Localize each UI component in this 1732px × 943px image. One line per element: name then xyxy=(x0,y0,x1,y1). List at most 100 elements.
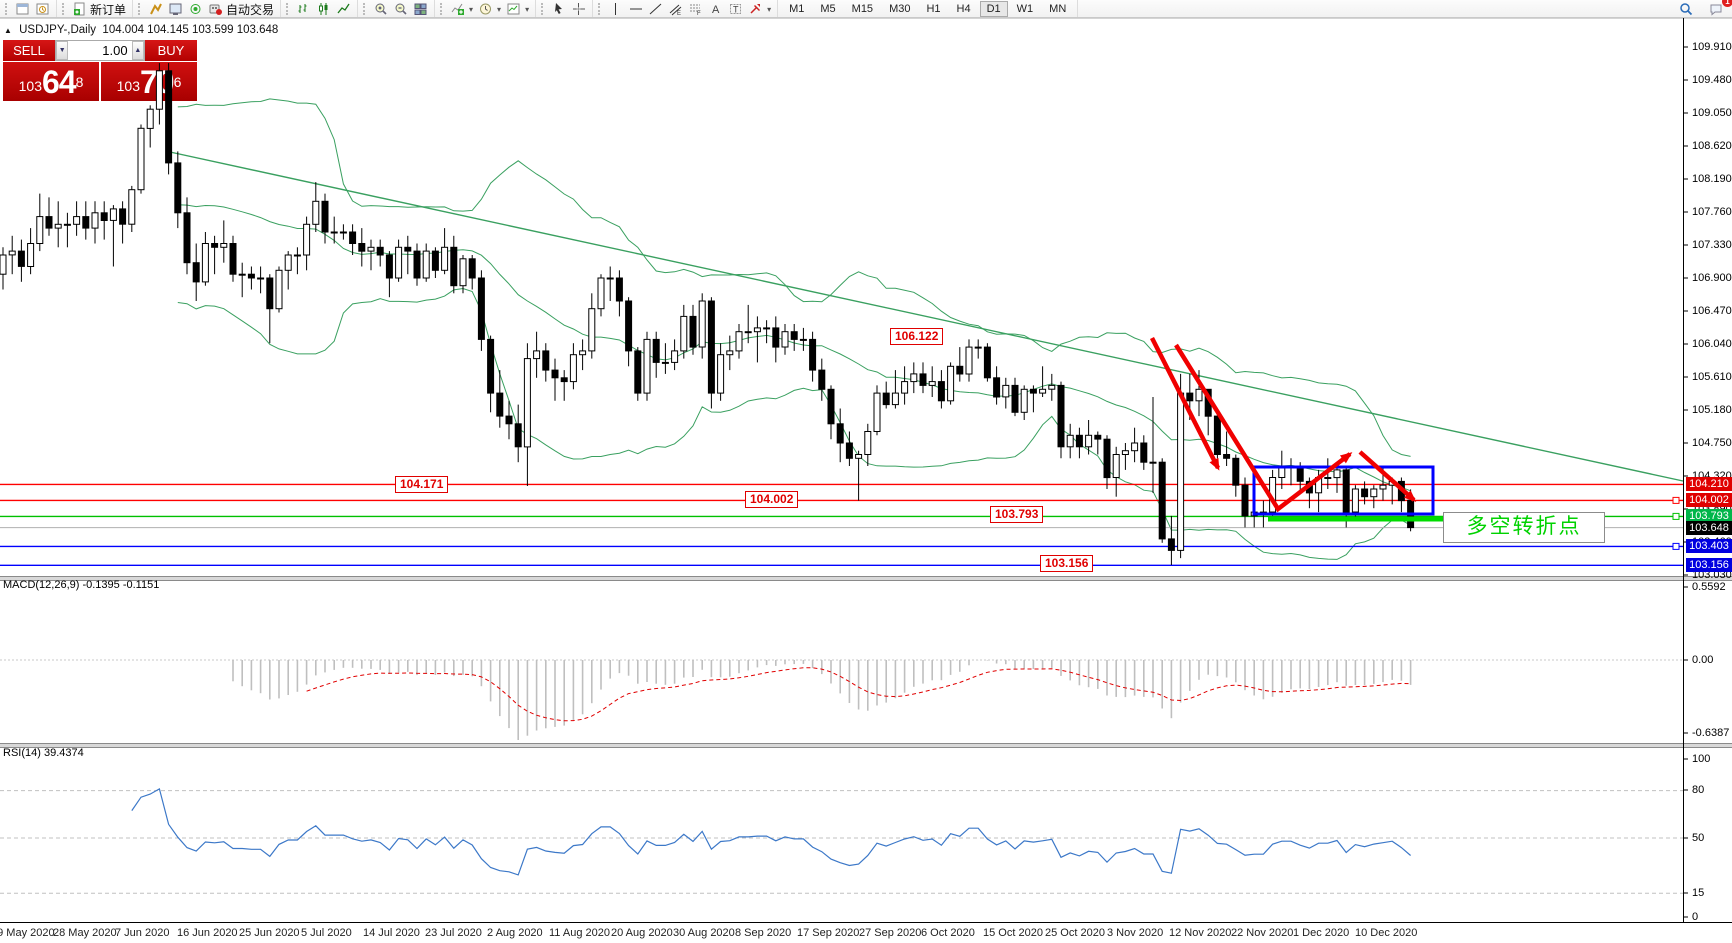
timeframe-button-m5[interactable]: M5 xyxy=(820,3,836,15)
price-note-104.171[interactable]: 104.171 xyxy=(395,476,449,493)
svg-text:E: E xyxy=(677,11,681,16)
toolbar-grip xyxy=(598,3,604,15)
toolbar-grip xyxy=(286,3,292,15)
dropdown-arrow-icon[interactable]: ▾ xyxy=(525,4,530,14)
buy-button[interactable]: BUY xyxy=(145,40,197,61)
trendline-icon[interactable] xyxy=(646,1,666,17)
timeframe-button-d1[interactable]: D1 xyxy=(979,1,1008,17)
rsi-tick-100: 100 xyxy=(1692,753,1711,765)
dropdown-arrow-icon[interactable]: ▾ xyxy=(767,4,772,14)
text-icon[interactable]: A xyxy=(706,1,726,17)
data-window-icon[interactable] xyxy=(166,1,186,17)
dropdown-arrow-icon[interactable]: ▾ xyxy=(497,4,502,14)
volume-down-button[interactable]: ▼ xyxy=(56,41,69,60)
dropdown-arrow-icon[interactable]: ▾ xyxy=(469,4,474,14)
new-order-label: 新订单 xyxy=(90,2,127,17)
timeframe-button-m1[interactable]: M1 xyxy=(789,3,805,15)
search-icon[interactable] xyxy=(1676,1,1696,17)
sell-price[interactable]: 103 64 8 xyxy=(3,62,99,101)
fibonacci-icon[interactable]: F xyxy=(686,1,706,17)
zoom-out-icon[interactable] xyxy=(391,1,411,17)
macd-tick-0.5592: 0.5592 xyxy=(1692,581,1726,593)
volume-input[interactable] xyxy=(68,41,132,60)
date-label-16: 15 Oct 2020 xyxy=(983,927,1043,939)
templates-icon[interactable]: ▾ xyxy=(504,1,532,17)
date-label-8: 2 Aug 2020 xyxy=(487,927,543,939)
timeframe-button-w1[interactable]: W1 xyxy=(1016,3,1034,15)
price-note-104.002[interactable]: 104.002 xyxy=(745,491,799,508)
toolbar-grip xyxy=(138,3,144,15)
volume-up-button[interactable]: ▲ xyxy=(131,41,145,60)
macd-tick-0.00: 0.00 xyxy=(1692,654,1714,666)
autotrading-button[interactable]: 自动交易 xyxy=(206,0,277,19)
note-annotation[interactable]: 多空转折点 xyxy=(1443,512,1605,543)
date-label-9: 11 Aug 2020 xyxy=(549,927,610,939)
trend-arrow-3[interactable] xyxy=(1358,450,1417,502)
hline-icon[interactable] xyxy=(626,1,646,17)
market-watch-icon[interactable] xyxy=(146,1,166,17)
date-label-4: 25 Jun 2020 xyxy=(239,927,300,939)
consolidation-rectangle[interactable] xyxy=(1252,465,1435,516)
line-handle[interactable] xyxy=(1672,512,1680,520)
chart-window-icon[interactable] xyxy=(13,1,33,17)
price-tick-107.760: 107.760 xyxy=(1692,206,1732,218)
rsi-pane-splitter[interactable] xyxy=(0,743,1732,748)
arrows-icon[interactable]: ▾ xyxy=(746,1,774,17)
collapse-triangle-icon[interactable]: ▲ xyxy=(4,26,12,35)
trend-arrow-2[interactable] xyxy=(1174,343,1353,513)
macd-pane-splitter[interactable] xyxy=(0,576,1732,581)
timeframe-toolbar: M1 M5 M15 M30 H1 H4 D1 W1 MN xyxy=(778,0,1079,18)
line-handle[interactable] xyxy=(1672,542,1680,550)
toolbar-grip xyxy=(62,3,68,15)
sell-button[interactable]: SELL xyxy=(3,40,55,61)
price-tick-109.050: 109.050 xyxy=(1692,107,1732,119)
trend-arrow-1[interactable] xyxy=(1149,336,1221,471)
rsi-line xyxy=(131,787,1411,876)
timeframe-button-m15[interactable]: M15 xyxy=(851,3,874,15)
profiles-icon[interactable] xyxy=(33,1,53,17)
navigator-icon[interactable] xyxy=(186,1,206,17)
indicators-icon[interactable]: ▾ xyxy=(448,1,476,17)
rsi-tick-15: 15 xyxy=(1692,887,1705,899)
date-label-19: 12 Nov 2020 xyxy=(1169,927,1232,939)
line-chart-icon[interactable] xyxy=(334,1,354,17)
descending-trendline[interactable] xyxy=(169,151,1684,482)
date-label-1: 28 May 2020 xyxy=(53,927,117,939)
date-label-22: 10 Dec 2020 xyxy=(1355,927,1418,939)
vline-icon[interactable] xyxy=(606,1,626,17)
chat-icon[interactable]: 1 xyxy=(1706,0,1732,17)
channel-icon[interactable]: E xyxy=(666,1,686,17)
svg-text:F: F xyxy=(697,11,701,16)
toolbar-grip xyxy=(541,3,547,15)
periods-icon[interactable]: ▾ xyxy=(476,1,504,17)
timeframe-button-h4[interactable]: H4 xyxy=(956,3,971,15)
cursor-icon[interactable] xyxy=(549,1,569,17)
toolbar-group-1: 新订单 xyxy=(57,0,134,19)
price-tick-107.330: 107.330 xyxy=(1692,239,1732,251)
volume-stepper: ▼ ▲ xyxy=(55,40,145,61)
tile-windows-icon[interactable] xyxy=(411,1,431,17)
zoom-in-icon[interactable] xyxy=(371,1,391,17)
price-tick-103.030: 103.030 xyxy=(1692,569,1732,581)
date-label-11: 30 Aug 2020 xyxy=(673,927,735,939)
chart-quote-line: ▲ USDJPY-,Daily 104.004 104.145 103.599 … xyxy=(4,24,278,36)
date-label-21: 1 Dec 2020 xyxy=(1293,927,1350,939)
price-note-103.793[interactable]: 103.793 xyxy=(990,506,1044,523)
timeframe-button-mn[interactable]: MN xyxy=(1049,3,1067,15)
toolbar-group-0 xyxy=(0,0,57,18)
toolbar-group-2: 自动交易 xyxy=(133,0,282,19)
price-note-103.156[interactable]: 103.156 xyxy=(1040,555,1094,572)
line-handle[interactable] xyxy=(1672,496,1680,504)
price-note-106.122[interactable]: 106.122 xyxy=(890,328,944,345)
label-icon[interactable]: T xyxy=(726,1,746,17)
macd-label: MACD(12,26,9) -0.1395 -0.1151 xyxy=(3,579,160,591)
candlestick-icon[interactable] xyxy=(314,1,334,17)
new-order-button[interactable]: 新订单 xyxy=(70,0,129,19)
timeframe-button-h1[interactable]: H1 xyxy=(926,3,941,15)
timeframe-button-m30[interactable]: M30 xyxy=(889,3,911,15)
bar-chart-icon[interactable] xyxy=(294,1,314,17)
rsi-tick-0: 0 xyxy=(1692,911,1699,923)
crosshair-icon[interactable] xyxy=(569,1,589,17)
